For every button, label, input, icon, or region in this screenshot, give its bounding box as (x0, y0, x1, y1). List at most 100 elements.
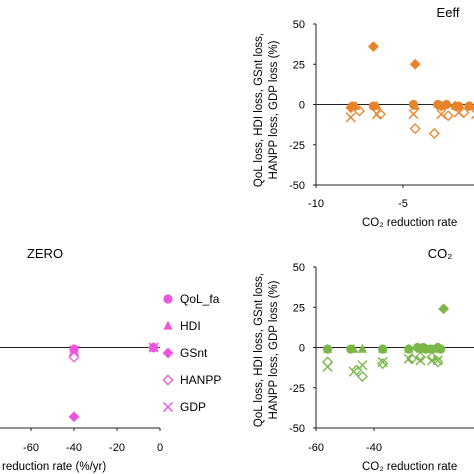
y-tick-label: -50 (289, 180, 305, 192)
data-point (353, 105, 366, 117)
data-point (409, 58, 421, 70)
y-tick-label: 25 (293, 302, 305, 314)
data-point (432, 355, 443, 366)
data-point (148, 342, 159, 353)
data-point (371, 109, 382, 120)
series-qol-fa (69, 342, 159, 354)
y-tick-label: 25 (293, 59, 305, 71)
data-point (377, 356, 388, 368)
y-axis-label-line-2: HANPP loss, GDP loss (%) (268, 280, 280, 419)
data-point (357, 343, 367, 353)
y-axis-label-line-1: QoL loss, HDI loss, GSnt loss, (253, 33, 265, 187)
series-gsnt (438, 303, 449, 315)
data-point (349, 343, 359, 353)
x-tick-label: -60 (23, 442, 39, 454)
series-gsnt (68, 342, 159, 423)
data-point (345, 112, 356, 123)
data-point (374, 108, 386, 120)
y-tick-label: -25 (289, 140, 305, 152)
x-axis-label: CO₂ reduction rate (362, 461, 457, 473)
data-point (345, 102, 357, 114)
data-point (453, 107, 464, 118)
series-gdp (322, 353, 443, 377)
y-tick-label: 0 (299, 343, 305, 355)
x-tick-label: -40 (366, 442, 382, 454)
data-point (442, 110, 454, 122)
y-tick-label: 50 (293, 262, 305, 274)
data-point (322, 361, 333, 372)
x-axis-label: CO₂ reduction rate (362, 217, 457, 229)
data-point (426, 351, 438, 363)
data-point (410, 100, 420, 110)
legend-entry: QoL_fa (180, 292, 220, 306)
data-point (372, 100, 382, 110)
legend: QoL_fa HDI GSnt HANPP GDP (162, 292, 221, 414)
x-axis-label: reduction rate (%/yr) (2, 461, 106, 473)
data-point (449, 100, 461, 112)
data-point (356, 370, 368, 382)
data-point (424, 343, 434, 353)
data-point (162, 374, 174, 386)
y-axis-label-line-2: HANPP loss, GDP loss (%) (268, 40, 280, 179)
data-point (162, 401, 174, 413)
legend-entry: HDI (180, 319, 201, 333)
x-tick-label: -5 (398, 198, 408, 210)
data-point (163, 294, 173, 304)
data-point (377, 358, 389, 370)
data-point (466, 100, 474, 110)
data-point (68, 351, 80, 363)
panel-eeff: Eeff QoL loss, HDI loss, GSnt loss, HANP… (253, 5, 474, 229)
x-tick-label: -10 (308, 198, 324, 210)
data-point (323, 343, 333, 353)
panel-title: CO₂ (428, 246, 453, 261)
panel-co2: CO₂ QoL loss, HDI loss, GSnt loss, HANPP… (253, 246, 474, 473)
data-point (438, 303, 449, 315)
data-point (435, 100, 447, 112)
data-point (368, 41, 379, 52)
series-gdp (68, 342, 159, 356)
data-point (68, 345, 80, 356)
data-point (404, 343, 414, 353)
data-point (415, 343, 425, 353)
legend-entry: GDP (180, 400, 206, 414)
data-point (406, 353, 418, 365)
series-gsnt (345, 41, 461, 114)
data-point (378, 343, 388, 353)
data-point (432, 356, 444, 368)
data-point (357, 360, 368, 371)
data-point (415, 355, 426, 366)
x-tick-label: -40 (66, 442, 82, 454)
data-point (408, 109, 419, 120)
panel-zero: ZERO reduction rate (%/yr) -60 -40 -20 0 QoL… (0, 246, 221, 473)
legend-entry: HANPP (180, 373, 221, 387)
y-axis-label-line-1: QoL loss, HDI loss, GSnt loss, (253, 273, 265, 427)
x-tick-label: 0 (157, 442, 163, 454)
y-tick-label: -25 (289, 383, 305, 395)
series-hdi (323, 343, 443, 353)
y-tick-label: 0 (299, 100, 305, 112)
data-point (162, 347, 174, 359)
x-tick-label: -60 (308, 442, 324, 454)
data-point (68, 411, 80, 423)
series-hanpp (68, 351, 80, 363)
data-point (69, 343, 79, 353)
x-tick-label: -20 (109, 442, 125, 454)
data-point (414, 351, 426, 363)
series-gdp (345, 107, 474, 123)
data-point (348, 366, 359, 377)
data-point (433, 343, 443, 353)
data-point (470, 109, 474, 120)
data-point (428, 127, 440, 139)
data-point (163, 320, 173, 330)
data-point (322, 356, 334, 368)
panel-title: ZERO (27, 246, 63, 261)
panel-title: Eeff (437, 5, 460, 20)
y-tick-label: 50 (293, 19, 305, 31)
data-point (409, 123, 421, 135)
y-tick-label: -50 (289, 423, 305, 435)
data-point (436, 109, 447, 120)
legend-entry: GSnt (180, 346, 208, 360)
series-hanpp (353, 105, 470, 139)
data-point (403, 353, 414, 364)
